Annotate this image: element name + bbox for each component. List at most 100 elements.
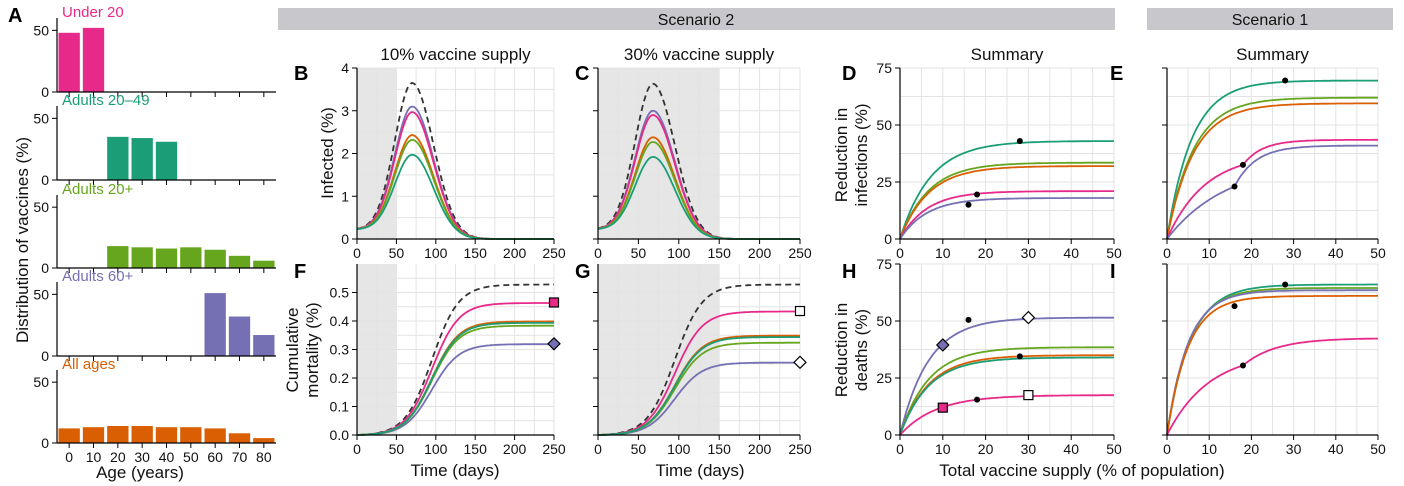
panel-f-x-tick-label: 150: [464, 441, 488, 457]
panel-h-y-tick-label: 75: [876, 256, 892, 272]
panel-d-dot-a2049: [1016, 137, 1023, 144]
panel-i-line-all: [1166, 295, 1378, 436]
panel-e-dot-a2049: [1282, 77, 1289, 84]
panel-a-a2049-bar: [131, 138, 153, 180]
panel-a-all-bar: [180, 427, 202, 443]
panel-f-x-tick-label: 200: [503, 441, 527, 457]
panel-a-a2049-y-tick-label: 50: [33, 110, 49, 126]
panel-d-x-tick-label: 20: [978, 245, 994, 261]
panel-f-x-tick-label: 100: [424, 441, 448, 457]
panel-i-dot-under20: [1239, 362, 1246, 369]
panel-h-x-tick-label: 10: [935, 441, 951, 457]
panel-g-x-tick-label: 0: [594, 441, 602, 457]
panel-e-x-tick-label: 20: [1244, 245, 1260, 261]
panel-a-under20-bar: [58, 32, 80, 92]
panel-a-all-bar: [107, 425, 129, 443]
panel-f-y-tick-label: 0.5: [330, 285, 350, 301]
panel-c-x-tick-label: 50: [631, 245, 647, 261]
panel-h: 0 10 20 30 40 50 0 25 50 75 H: [842, 256, 1122, 457]
panel-e-title: Summary: [1236, 45, 1309, 64]
panel-b-y-tick-label: 3: [341, 103, 349, 119]
panel-e-line-all: [1166, 102, 1378, 240]
panel-a-a60p-label: Adults 60+: [62, 268, 134, 285]
panel-a-under20-y-tick-label: 0: [41, 84, 49, 100]
scenario1-banner-label: Scenario 1: [1232, 12, 1309, 29]
panel-h-x-tick-label: 30: [1021, 441, 1037, 457]
panel-a-a60p-y-tick-label: 0: [41, 348, 49, 364]
panel-b-x-tick-label: 0: [353, 245, 361, 261]
panel-a-a20p-bar: [204, 249, 226, 268]
panel-a-a60p-bar: [204, 293, 226, 356]
panel-h-dot-under20: [974, 396, 981, 403]
panel-a-under20-bar: [82, 27, 105, 92]
panel-a-under20-y-tick-label: 50: [33, 22, 49, 38]
panel-b: 0 50 100 150 200 250 0 1 2 3 4 10% vaccine supply B: [294, 45, 566, 261]
panel-e-line-a2049: [1166, 79, 1378, 240]
panel-a-all-bar: [58, 428, 80, 443]
panel-letter-h: H: [842, 261, 856, 283]
panel-h-y-tick-label: 0: [884, 427, 892, 443]
panel-a-x-label: Age (years): [96, 463, 184, 482]
panel-g-line-none: [597, 283, 800, 436]
panel-a-under20-label: Under 20: [62, 4, 124, 21]
panel-g-x-tick-label: 150: [708, 441, 732, 457]
panel-c-title: 30% vaccine supply: [624, 45, 775, 64]
panel-a-a20p-bar: [180, 247, 202, 268]
panel-f: 0 50 100 150 200 250 0.0 0.1 0.2 0.3 0.4 0.5 F: [294, 261, 566, 457]
panel-b-x-tick-label: 50: [389, 245, 405, 261]
panel-b-y-tick-label: 2: [341, 146, 349, 162]
panel-d-y-tick-label: 75: [876, 60, 892, 76]
panel-h-line-a20p: [899, 346, 1114, 436]
panel-e-dot-a60p: [1231, 183, 1238, 190]
panel-a-all-label: All ages: [62, 356, 115, 373]
panel-a-a60p-y-tick-label: 50: [33, 286, 49, 302]
panel-f-y-tick-label: 0.4: [330, 313, 350, 329]
panel-a-all-x-tick-label: 40: [159, 449, 175, 465]
panel-e-x-tick-label: 10: [1201, 245, 1217, 261]
panel-a-all-bar: [82, 427, 105, 443]
panel-h-y-tick-label: 50: [876, 313, 892, 329]
panel-f-y-label-line2: mortality (%): [303, 302, 322, 397]
panel-d-line-a60p: [899, 197, 1114, 240]
panel-a-all-x-tick-label: 10: [86, 449, 102, 465]
panel-d-x-tick-label: 50: [1106, 245, 1122, 261]
panel-letter-i: I: [1110, 261, 1116, 283]
panel-i-x-tick-label: 10: [1201, 441, 1217, 457]
panel-a-all-bar: [228, 433, 251, 443]
panel-i-x-tick-label: 40: [1328, 441, 1344, 457]
panel-letter-e: E: [1110, 63, 1123, 85]
panel-a-all-x-tick-label: 30: [134, 449, 150, 465]
panel-g-x-tick-label: 200: [748, 441, 772, 457]
panel-i-line-a60p: [1166, 289, 1378, 436]
panel-a-a20p-bar: [253, 260, 275, 268]
panel-f-line-a2049: [356, 322, 554, 436]
panel-d-line-a20p: [899, 161, 1114, 240]
panel-e-x-tick-label: 0: [1163, 245, 1171, 261]
panel-c-x-label: Time (days): [655, 461, 744, 480]
panel-a-all-x-tick-label: 70: [232, 449, 248, 465]
panel-i-x-tick-label: 0: [1163, 441, 1171, 457]
panel-b-x-tick-label: 100: [424, 245, 448, 261]
panel-d-title: Summary: [971, 45, 1044, 64]
panel-h-x-tick-label: 50: [1106, 441, 1122, 457]
panel-letter-g: G: [575, 261, 591, 283]
panel-a-all-x-tick-label: 60: [207, 449, 223, 465]
panel-a-a20p-y-tick-label: 0: [41, 260, 49, 276]
panel-f-x-tick-label: 250: [542, 441, 566, 457]
panel-a-all-x-tick-label: 80: [256, 449, 272, 465]
panel-f-y-tick-label: 0.1: [330, 399, 350, 415]
panel-d-line-under20: [899, 190, 1114, 240]
panel-i-x-tick-label: 30: [1286, 441, 1302, 457]
axis-labels: Distribution of vaccines (%) Age (years)…: [13, 104, 1225, 482]
scenario1-banner: [1147, 8, 1393, 30]
panel-h-marker-a60p: [935, 338, 950, 352]
panel-b-y-tick-label: 4: [341, 60, 349, 76]
panel-e-line-a20p: [1166, 96, 1378, 240]
panel-h-marker-under20: [937, 402, 948, 413]
panel-a-a60p-bar: [253, 335, 275, 356]
panel-a-a2049-bar: [155, 141, 178, 180]
panel-g-x-tick-label: 100: [667, 441, 691, 457]
panel-g-marker-a60p: [793, 355, 807, 370]
panel-e-line-a60p: [1166, 144, 1378, 240]
